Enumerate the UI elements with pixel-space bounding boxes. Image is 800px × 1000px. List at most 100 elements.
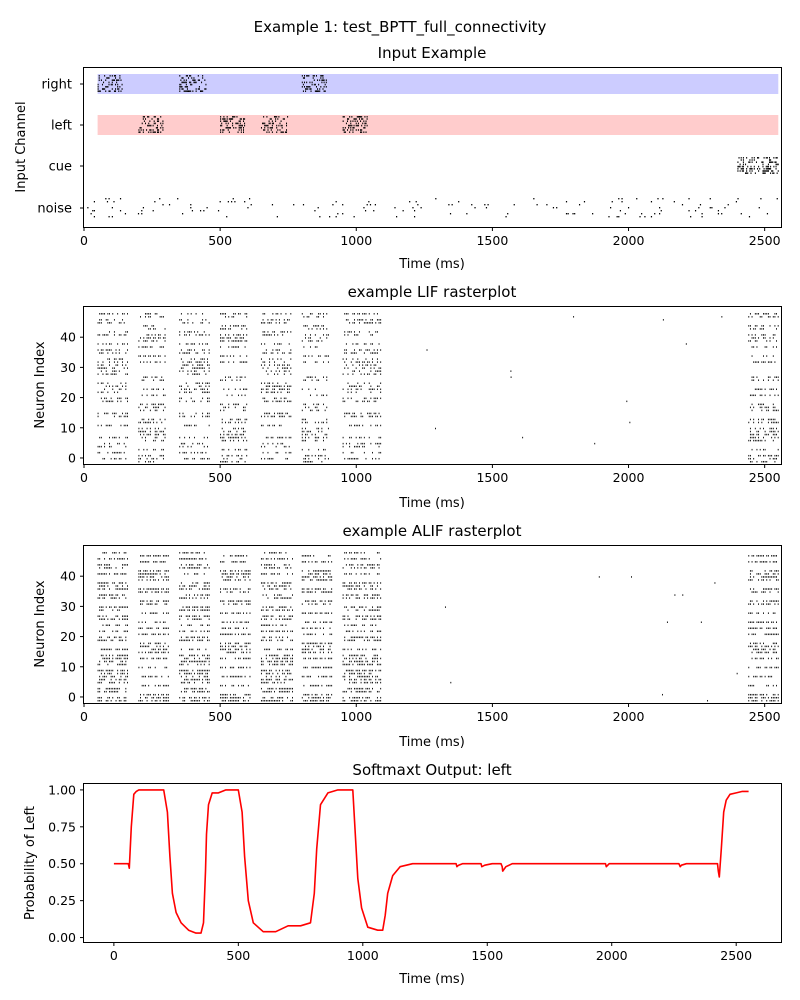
spike: [342, 129, 344, 131]
spike: [343, 129, 345, 131]
spike: [368, 573, 370, 575]
spike: [141, 576, 143, 578]
spike: [761, 325, 763, 327]
spike: [283, 445, 285, 448]
spike: [154, 433, 156, 436]
spike: [151, 576, 153, 578]
spike: [203, 436, 205, 439]
spike: [123, 313, 125, 315]
spike: [167, 675, 169, 678]
spike: [180, 609, 182, 611]
spike: [347, 687, 349, 690]
spike: [285, 588, 287, 590]
spike: [207, 364, 208, 366]
spike: [283, 385, 285, 387]
spike: [749, 436, 751, 439]
spike: [774, 334, 776, 336]
spike: [92, 210, 94, 212]
spike: [277, 681, 279, 684]
spike: [140, 570, 141, 572]
spike: [305, 648, 306, 651]
spike: [357, 636, 359, 639]
spike: [158, 120, 160, 122]
spike: [154, 675, 156, 678]
spike: [310, 88, 312, 90]
spike: [221, 340, 223, 342]
spike: [187, 331, 189, 333]
spike: [357, 675, 359, 678]
spike: [350, 672, 352, 675]
spike: [144, 454, 146, 457]
spike: [360, 681, 362, 684]
spike: [208, 657, 210, 660]
spike: [158, 651, 159, 654]
spike: [153, 131, 155, 133]
spike: [753, 165, 755, 168]
spike: [221, 693, 223, 696]
spike: [344, 582, 346, 584]
spike: [102, 594, 104, 596]
spike: [120, 90, 122, 92]
spike: [197, 594, 199, 596]
spike: [292, 639, 293, 642]
spike: [115, 75, 117, 77]
spike: [305, 651, 306, 654]
spike: [107, 313, 109, 315]
spike: [153, 570, 155, 572]
spike: [202, 391, 204, 394]
spike: [751, 403, 753, 406]
spike: [372, 681, 373, 684]
spike: [118, 552, 120, 554]
spike: [303, 642, 305, 645]
spike: [303, 675, 305, 678]
spike: [321, 81, 323, 84]
spike: [193, 436, 195, 439]
spike: [277, 663, 279, 666]
spike: [184, 660, 186, 663]
spike: [190, 331, 192, 333]
spike: [302, 83, 304, 86]
spike: [282, 630, 284, 633]
spike: [342, 436, 344, 439]
spike: [223, 328, 225, 330]
spike: [179, 397, 181, 400]
spike: [283, 118, 285, 120]
spike: [98, 79, 100, 81]
spike: [365, 358, 367, 360]
spike: [306, 633, 308, 636]
spike: [192, 79, 194, 81]
spike: [275, 699, 277, 702]
spike: [362, 690, 364, 693]
spike: [303, 633, 305, 636]
spike: [104, 457, 106, 460]
spike: [144, 421, 146, 424]
spike: [202, 594, 204, 596]
xtick-label: 2000: [613, 470, 645, 485]
spike: [122, 313, 124, 315]
spike: [764, 172, 766, 174]
spike: [350, 397, 352, 400]
spike: [141, 418, 143, 421]
spike: [776, 454, 777, 457]
spike: [223, 633, 225, 636]
spike: [358, 669, 360, 672]
spike: [156, 561, 158, 563]
spike: [307, 88, 309, 90]
spike: [285, 690, 287, 693]
spike: [709, 198, 711, 200]
spike: [375, 588, 377, 590]
spike: [193, 672, 195, 675]
spike: [193, 594, 195, 596]
spike: [223, 409, 225, 412]
spike: [184, 457, 186, 460]
spike: [352, 415, 354, 418]
spike: [380, 319, 382, 321]
spike: [144, 561, 146, 563]
spike: [183, 79, 185, 81]
lif-raster-ylabel: Neuron Index: [33, 341, 48, 428]
spike: [311, 642, 313, 645]
spike: [112, 609, 114, 611]
spike: [193, 373, 195, 375]
spike: [190, 75, 192, 77]
spike: [287, 660, 289, 663]
